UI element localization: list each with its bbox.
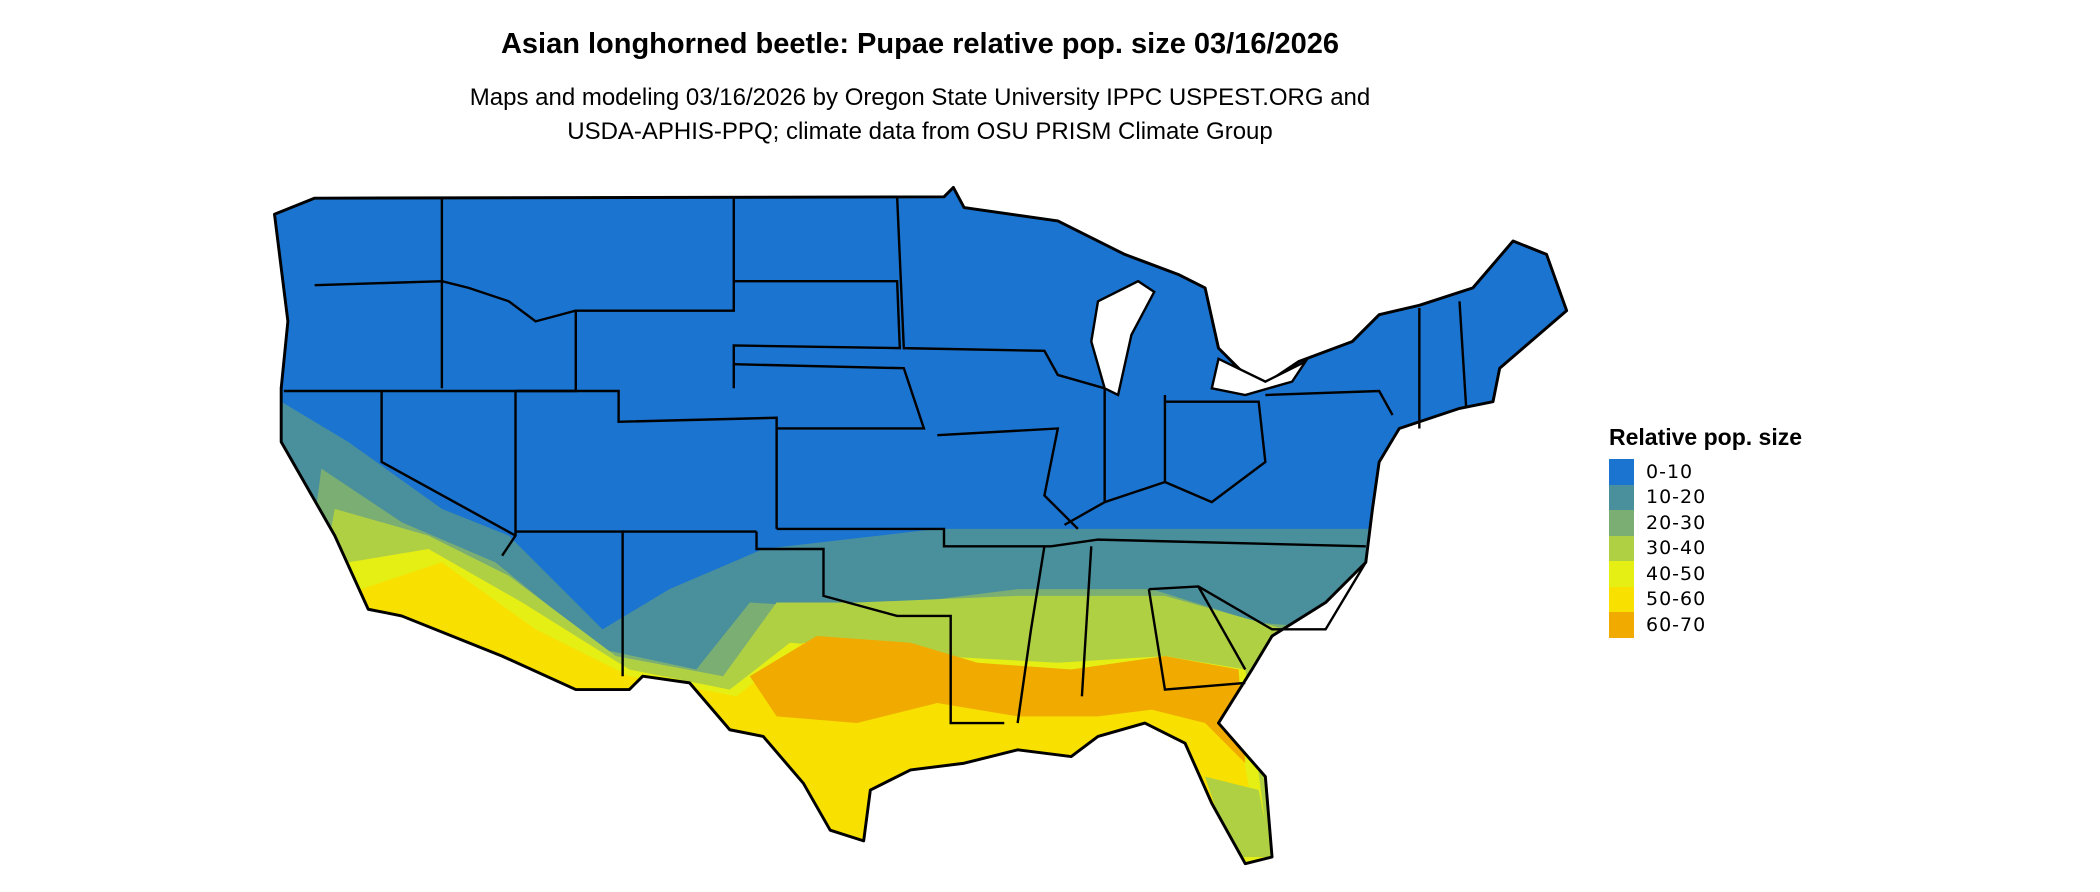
map-subtitle-line1: Maps and modeling 03/16/2026 by Oregon S… [469,84,1371,111]
legend-item: 50-60 [1609,586,1802,612]
legend-swatch [1609,612,1634,638]
legend-swatch [1609,484,1634,510]
legend-label: 30-40 [1646,537,1707,560]
state-borders [283,196,1468,725]
legend-item: 40-50 [1609,561,1802,587]
legend-item: 20-30 [1609,510,1802,536]
legend: Relative pop. size 0-10 10-20 20-30 30-40 40… [1609,424,1802,638]
legend-item: 0-10 [1609,459,1802,485]
legend-swatch [1609,510,1634,536]
legend-title: Relative pop. size [1609,424,1803,450]
zone-30-40-florida [1205,776,1273,857]
legend-swatch [1609,561,1634,587]
legend-label: 0-10 [1646,460,1694,483]
legend-rows: 0-10 10-20 20-30 30-40 40-50 50-60 60-70 [1609,459,1802,638]
map-subtitle-line2: USDA-APHIS-PPQ; climate data from OSU PR… [567,118,1273,145]
zone-60-70 [749,636,1246,764]
legend-item: 30-40 [1609,535,1802,561]
legend-label: 50-60 [1646,588,1707,611]
legend-swatch [1609,459,1634,485]
legend-swatch [1609,535,1634,561]
map-title: Asian longhorned beetle: Pupae relative … [500,28,1340,60]
legend-label: 10-20 [1646,486,1707,509]
legend-item: 10-20 [1609,484,1802,510]
legend-label: 60-70 [1646,613,1707,636]
us-land-0-10 [274,187,1567,864]
legend-swatch [1609,586,1634,612]
legend-label: 20-30 [1646,511,1707,534]
legend-item: 60-70 [1609,612,1802,638]
great-lakes [1090,279,1310,397]
legend-label: 40-50 [1646,562,1707,585]
